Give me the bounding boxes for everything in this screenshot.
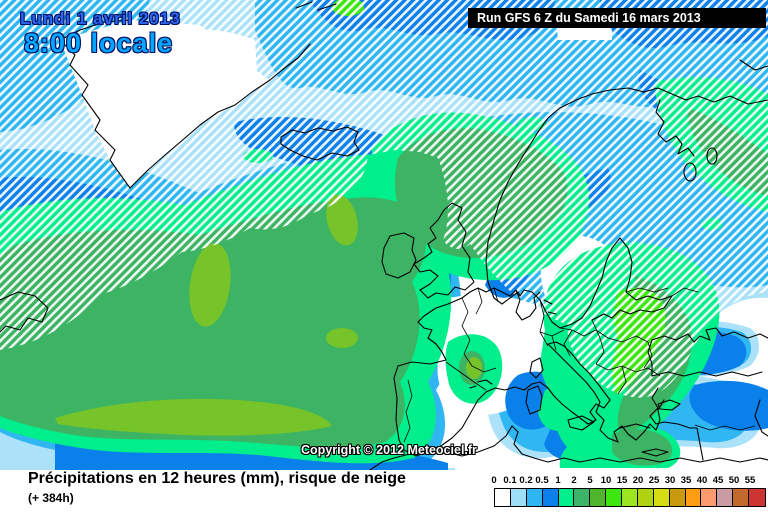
model-run-banner: Run GFS 6 Z du Samedi 16 mars 2013 <box>468 8 766 28</box>
legend-value: 0.5 <box>535 475 549 486</box>
legend-value: 10 <box>600 475 612 486</box>
legend-swatch <box>510 489 527 506</box>
map-caption: Précipitations en 12 heures (mm), risque… <box>28 470 406 487</box>
legend-value: 45 <box>712 475 724 486</box>
legend-swatch <box>495 489 511 506</box>
legend-swatch <box>669 489 686 506</box>
legend-value: 5 <box>587 475 593 486</box>
legend-value: 0 <box>491 475 497 486</box>
legend-value: 55 <box>744 475 756 486</box>
legend-swatch <box>542 489 559 506</box>
snow-hatch-overlay <box>0 0 768 398</box>
legend-swatch <box>558 489 575 506</box>
legend-value: 15 <box>616 475 628 486</box>
legend-value: 25 <box>648 475 660 486</box>
legend-value: 35 <box>680 475 692 486</box>
legend-value: 1 <box>555 475 561 486</box>
precipitation-legend: 0 0.1 0.2 0.5 1 2 5 10 15 20 25 30 35 40 45 50 55 <box>491 475 766 507</box>
legend-value: 50 <box>728 475 740 486</box>
legend-value: 2 <box>571 475 577 486</box>
legend-swatch <box>701 489 718 506</box>
legend-swatches <box>494 488 766 507</box>
legend-swatch <box>574 489 591 506</box>
legend-value: 0.2 <box>519 475 533 486</box>
valid-time-label: 8:00 locale <box>24 28 174 58</box>
legend-swatch <box>717 489 734 506</box>
legend-swatch <box>733 489 749 506</box>
precipitation-map <box>0 0 768 470</box>
copyright-label: Copyright © 2012 Meteociel.fr <box>301 443 477 457</box>
legend-labels: 0 0.1 0.2 0.5 1 2 5 10 15 20 25 30 35 40 45 50 55 <box>486 475 766 486</box>
legend-swatch <box>606 489 622 506</box>
legend-swatch <box>653 489 670 506</box>
legend-swatch <box>749 489 765 506</box>
legend-swatch <box>526 489 543 506</box>
forecast-hour-label: (+ 384h) <box>28 491 74 505</box>
legend-value: 0.1 <box>503 475 517 486</box>
legend-swatch <box>590 489 607 506</box>
legend-swatch <box>685 489 702 506</box>
legend-swatch <box>622 489 638 506</box>
legend-swatch <box>637 489 654 506</box>
valid-date-label: Lundi 1 avril 2013 <box>20 9 181 28</box>
legend-value: 20 <box>632 475 644 486</box>
coastlines <box>0 1 768 470</box>
legend-value: 40 <box>696 475 708 486</box>
country-borders <box>403 287 756 443</box>
legend-value: 30 <box>664 475 676 486</box>
